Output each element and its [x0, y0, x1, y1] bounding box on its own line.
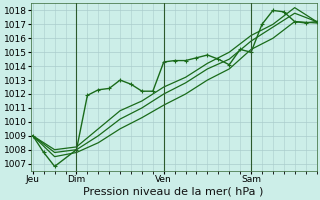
X-axis label: Pression niveau de la mer( hPa ): Pression niveau de la mer( hPa ) — [84, 187, 264, 197]
